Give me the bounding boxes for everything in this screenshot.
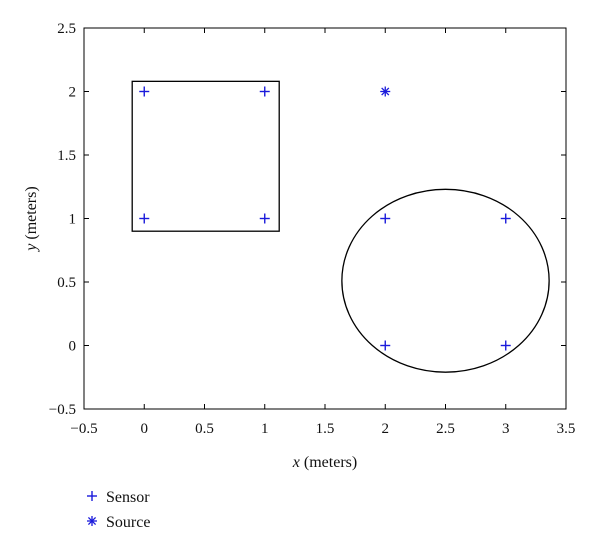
sensor-point	[380, 340, 391, 351]
sensor-point	[139, 86, 150, 97]
x-tick-label: 0	[141, 421, 149, 437]
legend-item-sensor: Sensor	[87, 489, 150, 506]
points-layer	[139, 86, 511, 351]
sensor-point	[380, 213, 391, 224]
legend-sensor-label: Sensor	[106, 489, 150, 506]
sensor-point	[500, 213, 511, 224]
region-rectangle	[131, 80, 280, 232]
plot-frame	[83, 27, 567, 410]
x-tick-label: 1.5	[316, 421, 335, 437]
legend-marker	[87, 491, 97, 501]
x-axis-label: x (meters)	[292, 454, 357, 471]
y-axis-label-var: y	[23, 243, 40, 253]
x-tick-label: 1	[261, 421, 269, 437]
y-tick-label: −0.5	[49, 402, 76, 418]
region-ellipse	[341, 188, 550, 373]
y-tick-label: 2	[69, 85, 77, 101]
legend-marker	[87, 516, 97, 526]
y-axis-label-unit: (meters)	[23, 186, 40, 243]
x-axis-label-var: x	[292, 454, 300, 471]
sensor-point	[139, 213, 150, 224]
shapes-layer	[131, 80, 550, 373]
y-tick-label: 0.5	[57, 275, 76, 291]
x-tick-label: 3	[502, 421, 510, 437]
legend-sensor-marker-icon	[87, 491, 97, 501]
y-tick-label: 0	[69, 339, 77, 355]
x-tick-label: −0.5	[70, 421, 97, 437]
y-tick-label: 1	[69, 212, 77, 228]
x-axis-label-unit: (meters)	[300, 454, 357, 471]
sensor-point	[259, 213, 270, 224]
x-tick-label: 3.5	[557, 421, 576, 437]
legend-source-label: Source	[106, 514, 150, 531]
y-tick-label: 2.5	[57, 21, 76, 37]
source-point	[380, 86, 391, 97]
sensor-point	[259, 86, 270, 97]
sensor-point	[500, 340, 511, 351]
legend: Sensor Source	[87, 489, 150, 531]
x-tick-label: 0.5	[195, 421, 214, 437]
y-axis-label: y (meters)	[23, 186, 40, 252]
legend-source-marker-icon	[87, 516, 97, 526]
ticks-layer: −0.5 0 0.5 1 1.5 2 2.5 3 3.5 −0.5 0 0.5 1 1.5 2 2.5	[49, 21, 576, 437]
x-tick-label: 2.5	[436, 421, 455, 437]
y-tick-label: 1.5	[57, 148, 76, 164]
x-tick-label: 2	[382, 421, 390, 437]
legend-item-source: Source	[87, 514, 150, 531]
